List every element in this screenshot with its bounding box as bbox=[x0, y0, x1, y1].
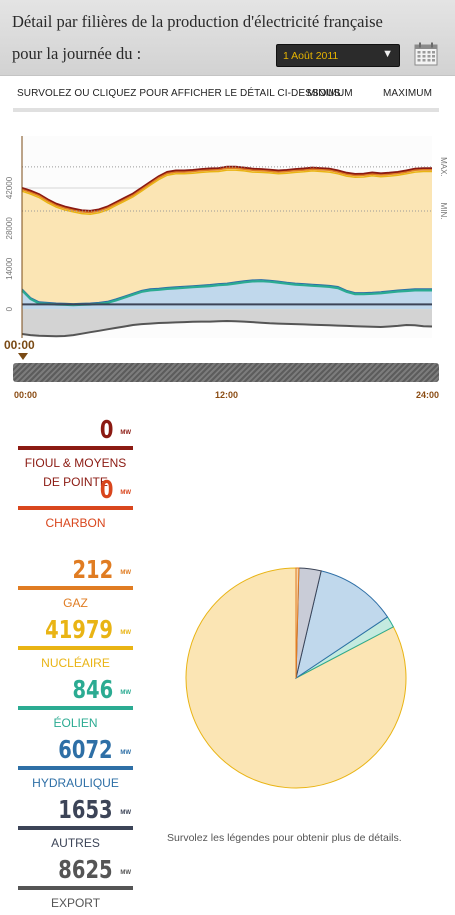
legend-label: HYDRAULIQUE bbox=[18, 774, 133, 793]
legend-unit: MW bbox=[120, 430, 131, 436]
x-tick-label: 12:00 bbox=[215, 390, 239, 400]
legend-unit: MW bbox=[120, 810, 131, 816]
date-select-value: 1 Août 2011 bbox=[283, 50, 339, 62]
date-select[interactable]: 1 Août 2011 ▼ bbox=[276, 44, 400, 67]
legend-color-bar bbox=[18, 706, 133, 710]
legend-label-line: CHARBON bbox=[45, 516, 106, 530]
chevron-down-icon: ▼ bbox=[382, 48, 393, 60]
x-tick-label: 00:00 bbox=[14, 390, 38, 400]
series-line-export bbox=[21, 319, 433, 338]
time-cursor-marker[interactable] bbox=[18, 353, 28, 360]
page-header: Détail par filières de la production d'é… bbox=[0, 0, 455, 76]
legend-label: NUCLÉAIRE bbox=[18, 654, 133, 673]
series-line-nucleaire bbox=[21, 169, 432, 215]
series-area-export bbox=[22, 309, 432, 337]
legend-unit: MW bbox=[120, 490, 131, 496]
legend-unit: MW bbox=[120, 570, 131, 576]
legend-unit: MW bbox=[120, 870, 131, 876]
y-tick-label: 0 bbox=[5, 306, 14, 311]
y-tick-label: 28000 bbox=[5, 217, 14, 240]
legend-value: 846 bbox=[72, 675, 113, 704]
production-pie-chart[interactable] bbox=[183, 565, 409, 791]
y-tick-label: 14000 bbox=[5, 257, 14, 280]
legend-color-bar bbox=[18, 446, 133, 450]
legend-color-bar bbox=[18, 826, 133, 830]
legend-item[interactable]: 1653 MW AUTRES bbox=[18, 795, 133, 853]
legend-value: 0 bbox=[99, 475, 113, 504]
legend-value: 6072 bbox=[58, 735, 113, 764]
y-tick-label: 42000 bbox=[5, 176, 14, 199]
legend-label-line: HYDRAULIQUE bbox=[32, 776, 119, 790]
legend-label-line: GAZ bbox=[63, 596, 88, 610]
date-prompt: pour la journée du : bbox=[12, 44, 142, 63]
legend-label: ÉOLIEN bbox=[18, 714, 133, 733]
max-label: MAX. bbox=[439, 157, 448, 177]
pie-slice[interactable] bbox=[295, 570, 389, 680]
hover-instruction: SURVOLEZ OU CLIQUEZ POUR AFFICHER LE DÉT… bbox=[17, 88, 344, 99]
legend-color-bar bbox=[18, 506, 133, 510]
legend-label: EXPORT bbox=[18, 894, 133, 913]
legend-label-line: EXPORT bbox=[50, 896, 101, 910]
legend-label-line: NUCLÉAIRE bbox=[41, 656, 110, 670]
minimum-button[interactable]: MINIMUM bbox=[307, 88, 353, 99]
legend-item[interactable]: 212 MW GAZ bbox=[18, 555, 133, 613]
calendar-icon[interactable] bbox=[414, 42, 438, 66]
legend-label: AUTRES bbox=[18, 834, 133, 853]
legend-color-bar bbox=[18, 886, 133, 890]
series-line-hydraulique bbox=[21, 279, 432, 305]
hint-text: Survolez les légendes pour obtenir plus … bbox=[167, 832, 402, 844]
legend-value: 0 bbox=[99, 415, 113, 444]
legend-label-line: AUTRES bbox=[51, 836, 100, 850]
pie-slice[interactable] bbox=[295, 567, 300, 679]
min-label: MIN. bbox=[439, 203, 448, 220]
legend-item[interactable]: 8625 MW EXPORT bbox=[18, 855, 133, 913]
legend-item[interactable]: 846 MW ÉOLIEN bbox=[18, 675, 133, 733]
legend-color-bar bbox=[18, 646, 133, 650]
instruction-row: SURVOLEZ OU CLIQUEZ POUR AFFICHER LE DÉT… bbox=[0, 88, 455, 104]
legend-label: FIOUL & MOYENS DE POINTE bbox=[18, 454, 133, 492]
legend-color-bar bbox=[18, 766, 133, 770]
x-tick-label: 24:00 bbox=[416, 390, 440, 400]
time-cursor-label: 00:00 bbox=[4, 338, 35, 352]
legend-label: CHARBON bbox=[18, 514, 133, 533]
legend-color-bar bbox=[18, 586, 133, 590]
legend-label-line: DE POINTE bbox=[43, 475, 108, 489]
maximum-button[interactable]: MAXIMUM bbox=[383, 88, 433, 99]
legend-label: GAZ bbox=[18, 594, 133, 613]
legend-value: 41979 bbox=[45, 615, 113, 644]
legend-value: 1653 bbox=[58, 795, 113, 824]
legend-item[interactable]: 0 MW CHARBON bbox=[18, 475, 133, 533]
legend-item[interactable]: 0 MW FIOUL & MOYENS DE POINTE bbox=[18, 415, 133, 491]
legend-label-line: FIOUL & MOYENS bbox=[24, 456, 127, 470]
legend-item[interactable]: 6072 MW HYDRAULIQUE bbox=[18, 735, 133, 793]
page-title: Détail par filières de la production d'é… bbox=[12, 12, 383, 31]
legend-unit: MW bbox=[120, 630, 131, 636]
legend-value: 212 bbox=[72, 555, 113, 584]
legend-label-line: ÉOLIEN bbox=[53, 716, 98, 730]
legend-item[interactable]: 41979 MW NUCLÉAIRE bbox=[18, 615, 133, 673]
legend-unit: MW bbox=[120, 750, 131, 756]
timeline-scrollbar[interactable] bbox=[13, 363, 439, 382]
legend-unit: MW bbox=[120, 690, 131, 696]
series-area-nucleaire bbox=[22, 166, 432, 310]
separator-bar bbox=[13, 108, 439, 112]
legend-value: 8625 bbox=[58, 855, 113, 884]
series-line-gaz bbox=[21, 167, 432, 214]
production-area-chart[interactable]: 0 14000 28000 42000 MAX. MIN. bbox=[0, 118, 455, 338]
